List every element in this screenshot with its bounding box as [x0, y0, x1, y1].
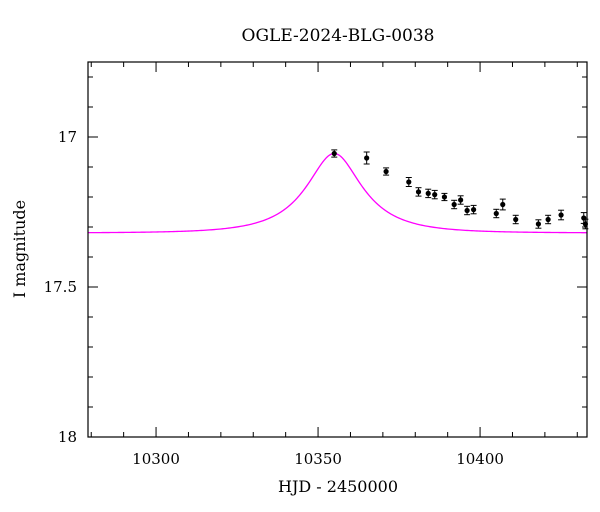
data-point-marker: [535, 221, 541, 227]
data-point: [499, 198, 506, 211]
data-point: [383, 167, 390, 176]
model-curve: [88, 152, 587, 234]
data-point: [363, 151, 370, 165]
data-point-marker: [470, 207, 477, 213]
data-point: [470, 204, 477, 215]
data-point: [558, 209, 565, 221]
data-point: [441, 192, 448, 202]
x-tick-label: 10350: [294, 450, 342, 468]
data-point-marker: [458, 197, 464, 203]
data-point-marker: [441, 194, 448, 200]
data-point-marker: [383, 168, 389, 175]
data-point-marker: [415, 189, 422, 195]
axis-ticks: 10300 10350 10400 17 17.5 18: [44, 62, 587, 468]
data-point: [464, 205, 471, 216]
data-point-marker: [451, 201, 457, 208]
data-point-marker: [500, 201, 506, 208]
data-point: [493, 208, 500, 219]
y-tick-label: 17.5: [44, 278, 77, 296]
data-points-layer: [331, 149, 589, 230]
data-point-marker: [331, 150, 337, 157]
data-point: [415, 187, 422, 197]
data-point: [331, 149, 338, 158]
data-point-marker: [558, 212, 564, 218]
data-point-marker: [464, 207, 470, 214]
plot-frame: [87, 61, 588, 438]
data-point: [545, 214, 552, 225]
data-point-marker: [364, 155, 370, 161]
data-point-marker: [513, 216, 519, 223]
data-point-marker: [425, 190, 431, 196]
chart-title: OGLE-2024-BLG-0038: [242, 26, 435, 46]
data-point: [457, 195, 464, 205]
data-point-marker: [493, 210, 499, 217]
data-point: [431, 189, 438, 200]
x-tick-label: 10400: [456, 450, 504, 468]
data-point: [451, 199, 458, 210]
y-axis-label: I magnitude: [10, 200, 29, 298]
data-point: [405, 177, 412, 187]
model-curve-layer: [88, 152, 587, 234]
data-point: [535, 219, 542, 229]
data-point-marker: [545, 216, 551, 223]
x-axis-label: HJD - 2450000: [278, 477, 398, 496]
data-point: [512, 214, 519, 225]
y-tick-label: 17: [58, 128, 77, 146]
y-tick-label: 18: [58, 428, 77, 446]
data-point: [425, 188, 432, 199]
data-point-marker: [406, 179, 412, 185]
x-tick-label: 10300: [132, 450, 180, 468]
data-point-marker: [432, 192, 438, 198]
